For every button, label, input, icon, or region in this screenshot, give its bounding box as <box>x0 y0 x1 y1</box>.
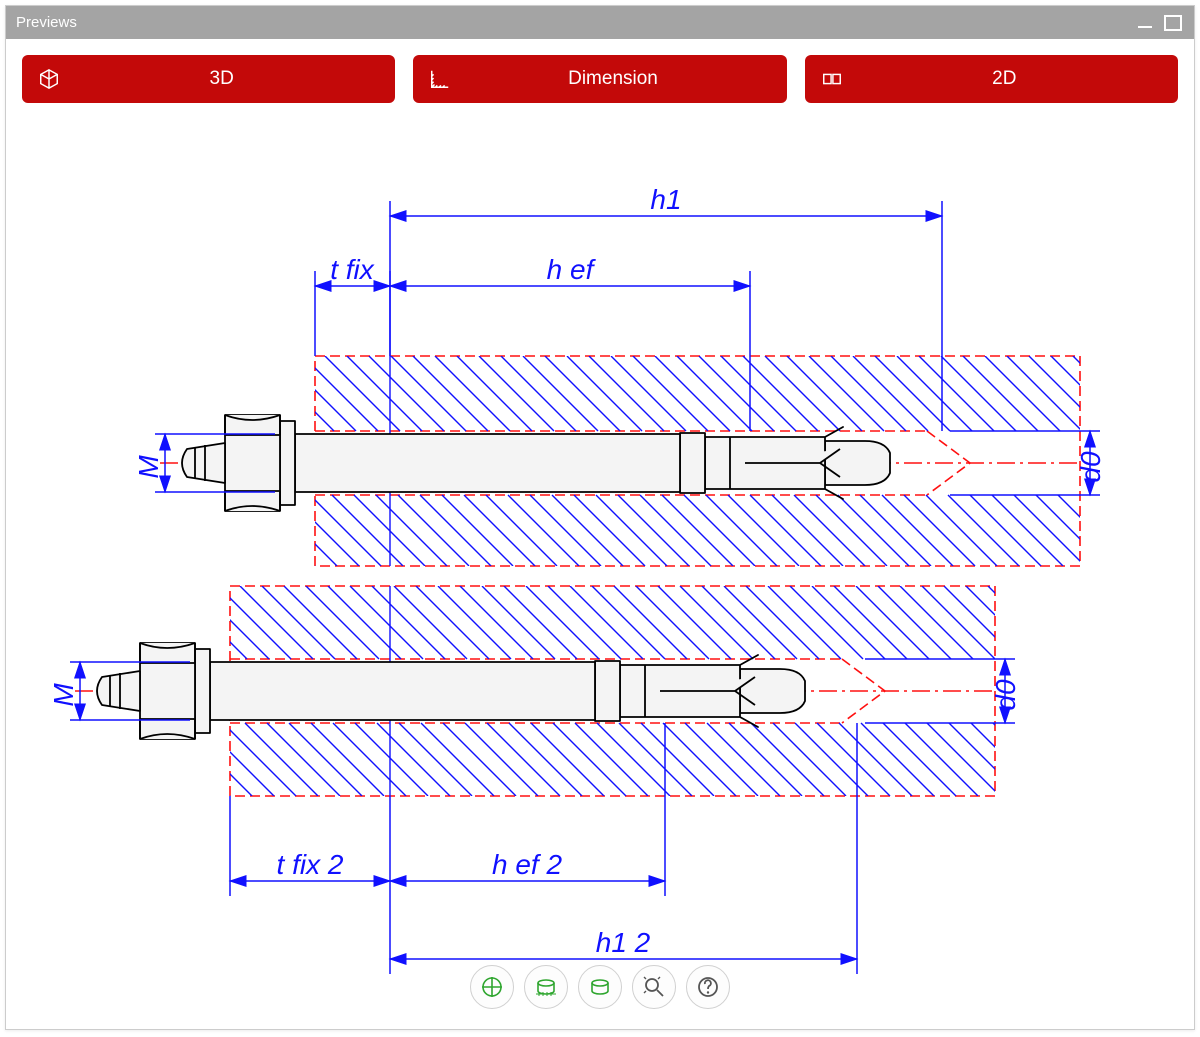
tab-row: 3D Dimension 2D <box>6 39 1194 113</box>
tab-2d[interactable]: 2D <box>805 55 1178 103</box>
dim-hef: h ef <box>547 254 597 285</box>
panel-title: Previews <box>16 14 77 31</box>
tool-origin[interactable] <box>470 965 514 1009</box>
tool-help[interactable] <box>686 965 730 1009</box>
tab-dimension-label: Dimension <box>453 68 772 90</box>
tool-zoom[interactable] <box>632 965 676 1009</box>
dim-M-top: M <box>133 455 164 479</box>
previews-panel: Previews 3D Dimension 2D <box>5 5 1195 1030</box>
minimize-button[interactable] <box>1134 13 1156 33</box>
tab-dimension[interactable]: Dimension <box>413 55 786 103</box>
tool-grid[interactable] <box>524 965 568 1009</box>
dim-h12: h1 2 <box>596 927 651 958</box>
projection-icon <box>819 66 845 92</box>
maximize-button[interactable] <box>1162 13 1184 33</box>
titlebar: Previews <box>6 6 1194 39</box>
tab-3d-label: 3D <box>62 68 381 90</box>
dim-M-bottom: M <box>50 683 79 707</box>
dim-d0-bottom: d0 <box>990 679 1021 711</box>
dim-tfix2: t fix 2 <box>277 849 344 880</box>
dim-tfix: t fix <box>330 254 375 285</box>
drawing-area: h1 t fix h ef M <box>6 113 1194 1029</box>
tab-2d-label: 2D <box>845 68 1164 90</box>
dim-hef2: h ef 2 <box>492 849 562 880</box>
tool-isometric[interactable] <box>578 965 622 1009</box>
dim-h1: h1 <box>650 184 681 215</box>
dim-d0-top: d0 <box>1075 451 1106 483</box>
dimension-drawing: h1 t fix h ef M <box>50 131 1150 1011</box>
ruler-icon <box>427 66 453 92</box>
drawing-toolbar <box>470 965 730 1009</box>
tab-3d[interactable]: 3D <box>22 55 395 103</box>
cube-icon <box>36 66 62 92</box>
